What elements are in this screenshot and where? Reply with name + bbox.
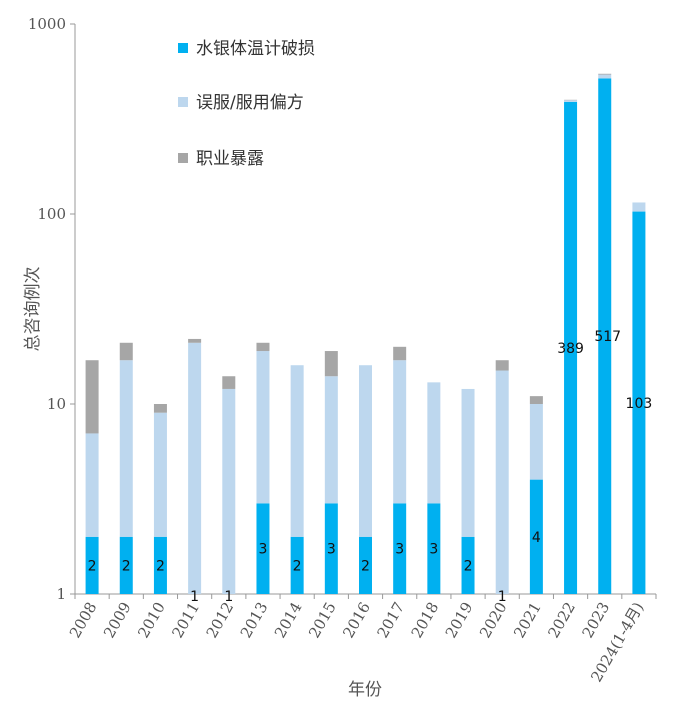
bar-segment-ingestion-folk-remedy: [359, 365, 372, 537]
bar-segment-mercury-thermometer: [290, 536, 304, 594]
data-label: 3: [395, 542, 404, 558]
bar-segment-ingestion-folk-remedy: [495, 370, 509, 594]
x-tick-label: 2018: [408, 599, 443, 641]
y-axis: 1 10 100 1000: [28, 15, 76, 603]
bar-segment-ingestion-folk-remedy: [529, 404, 543, 480]
data-label: 1: [224, 589, 233, 605]
bar-segment-occupational-exposure: [529, 396, 543, 404]
x-tick-label: 2019: [442, 599, 477, 641]
data-label: 2: [464, 558, 473, 574]
x-axis-title: 年份: [348, 680, 382, 700]
data-label: 517: [594, 329, 621, 345]
bar-segment-occupational-exposure: [256, 342, 270, 352]
x-tick-label: 2009: [100, 599, 135, 641]
bar-segment-mercury-thermometer: [153, 536, 167, 594]
y-axis-title: 总咨询例次: [23, 267, 43, 352]
x-tick-label: 2013: [237, 599, 272, 641]
legend-label: 职业暴露: [196, 149, 264, 169]
bar-segment-mercury-thermometer: [632, 211, 646, 595]
bar-segment-occupational-exposure: [393, 346, 407, 361]
bar-segment-occupational-exposure: [495, 360, 509, 371]
y-tick-label: 10: [47, 395, 66, 413]
bar-segment-ingestion-folk-remedy: [461, 388, 475, 537]
x-tick-label: 2022: [544, 599, 579, 641]
data-label: 2: [293, 558, 302, 574]
x-tick-label: 2023: [579, 599, 614, 641]
bar-segment-occupational-exposure: [324, 351, 338, 377]
x-tick-label: 2015: [305, 599, 340, 641]
bar-segment-ingestion-folk-remedy: [393, 360, 407, 504]
x-axis: 2008 2009 2010 2011 2012 2013 2014 2015 2016 2017…: [66, 593, 657, 685]
legend-swatch: [178, 153, 188, 163]
bar-segment-mercury-thermometer: [324, 503, 338, 594]
bar-segment-occupational-exposure: [188, 338, 202, 343]
bar-segment-mercury-thermometer: [119, 536, 133, 594]
data-label: 389: [557, 341, 584, 357]
bar-segment-mercury-thermometer: [85, 536, 99, 594]
bar-segment-ingestion-folk-remedy: [564, 100, 578, 102]
data-label: 1: [190, 589, 199, 605]
data-label: 2: [156, 558, 165, 574]
bar-segment-ingestion-folk-remedy: [188, 342, 202, 594]
x-tick-label: 2008: [66, 599, 101, 641]
bar-segment-ingestion-folk-remedy: [153, 412, 167, 537]
bar-segment-occupational-exposure: [85, 360, 99, 434]
bar-segment-ingestion-folk-remedy: [222, 388, 236, 594]
data-label: 2: [122, 558, 131, 574]
x-tick-label: 2012: [203, 599, 238, 641]
legend-label: 误服/服用偏方: [196, 93, 304, 113]
bar-segment-ingestion-folk-remedy: [85, 433, 99, 537]
bar-segment-mercury-thermometer: [359, 536, 372, 594]
data-label: 2: [88, 558, 97, 574]
bar-segment-occupational-exposure: [153, 404, 167, 413]
bar-segment-mercury-thermometer: [461, 536, 475, 594]
bar-segment-ingestion-folk-remedy: [324, 376, 338, 504]
bar-segment-ingestion-folk-remedy: [598, 74, 612, 79]
bar-segment-mercury-thermometer: [393, 503, 407, 594]
bar-segment-mercury-thermometer: [598, 78, 612, 595]
data-label: 4: [532, 530, 541, 546]
bar-segment-mercury-thermometer: [427, 503, 441, 594]
bar-segment-ingestion-folk-remedy: [256, 351, 270, 504]
bar-segment-occupational-exposure: [119, 342, 133, 361]
legend-label: 水银体温计破损: [196, 39, 315, 59]
y-tick-label: 1: [56, 585, 66, 603]
bar-segment-mercury-thermometer: [529, 479, 543, 594]
bar-segment-mercury-thermometer: [256, 503, 270, 594]
x-tick-label: 2011: [168, 599, 203, 641]
x-tick-label: 2016: [339, 599, 374, 641]
x-tick-label: 2020: [476, 599, 511, 641]
bar-segment-ingestion-folk-remedy: [119, 360, 133, 537]
x-tick-label: 2017: [373, 599, 408, 641]
x-tick-label: 2014: [271, 599, 306, 641]
data-label: 3: [259, 542, 268, 558]
y-tick-label: 1000: [28, 15, 66, 33]
bar-segment-ingestion-folk-remedy: [632, 202, 646, 212]
data-label: 1: [498, 589, 507, 605]
data-label: 2: [361, 558, 370, 574]
y-tick-label: 100: [37, 205, 66, 223]
legend-swatch: [178, 43, 188, 53]
x-tick-label: 2021: [510, 599, 545, 641]
bar-segment-occupational-exposure: [598, 73, 612, 75]
bar-segment-ingestion-folk-remedy: [427, 382, 441, 504]
bar-segment-mercury-thermometer: [564, 101, 578, 594]
data-label: 3: [327, 542, 336, 558]
data-label: 3: [429, 542, 438, 558]
data-label: 103: [626, 396, 653, 412]
legend-swatch: [178, 97, 188, 107]
bar-segment-occupational-exposure: [222, 376, 236, 389]
x-tick-label: 2010: [134, 599, 169, 641]
bar-segment-ingestion-folk-remedy: [290, 365, 304, 537]
